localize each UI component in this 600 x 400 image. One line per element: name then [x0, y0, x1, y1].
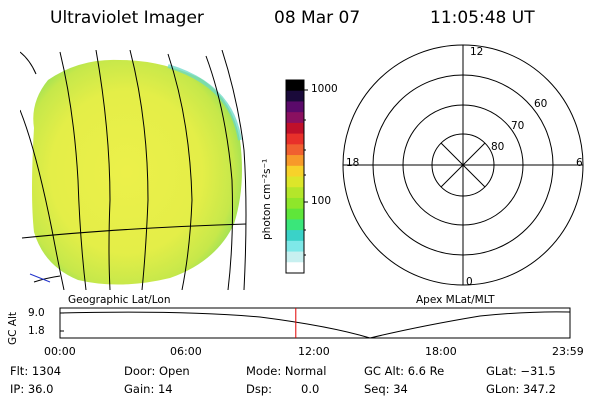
colorbar-unit-label: photon cm⁻²s⁻¹	[261, 158, 273, 240]
color-bar-segment	[286, 262, 304, 274]
color-bar-segment	[286, 208, 304, 220]
colorbar-tick-1000: 1000	[311, 83, 338, 95]
color-bar-segment	[286, 240, 304, 253]
diagonal-2	[440, 142, 486, 188]
lat-label-80: 80	[491, 141, 505, 153]
color-bar-segment	[286, 165, 304, 178]
dsp-label: Dsp:	[246, 382, 273, 396]
longitude-lines	[20, 50, 247, 290]
gain-value: Gain: 14	[124, 382, 173, 396]
timeline-xtick-1200: 12:00	[298, 345, 330, 358]
apex-label: Apex MLat/MLT	[416, 294, 495, 306]
geographic-latitude: GLat: −31.5	[486, 364, 556, 378]
latitude-lines	[20, 51, 247, 283]
instrument-title: Ultraviolet Imager	[50, 8, 204, 28]
color-bar-segment	[286, 176, 304, 188]
earth-disk	[32, 59, 242, 285]
timeline-xtick-0000: 00:00	[44, 345, 76, 358]
timeline-xtick-1800: 18:00	[425, 345, 457, 358]
dsp-value: 0.0	[301, 382, 320, 396]
color-bar-segment	[286, 251, 304, 263]
timeline-ticks	[60, 312, 64, 332]
mlt-label-0: 0	[466, 276, 473, 288]
flight-number: Flt: 1304	[10, 364, 62, 378]
mlt-label-18: 18	[346, 157, 360, 169]
color-bar-segment	[286, 219, 304, 231]
color-bar-segment	[286, 230, 304, 242]
color-bar-segment	[286, 101, 304, 113]
gc-altitude: GC Alt: 6.6 Re	[364, 364, 445, 378]
geographic-image	[20, 50, 247, 290]
timeline-ytick-high: 9.0	[28, 307, 45, 319]
lat-label-60: 60	[534, 98, 548, 110]
color-bar-frame	[285, 79, 305, 274]
color-bar-segment	[286, 80, 304, 92]
color-bar-segment	[286, 187, 304, 199]
mlt-label-12: 12	[470, 46, 484, 58]
coastline	[29, 273, 51, 283]
lat-label-70: 70	[511, 120, 525, 132]
color-bar-segment	[286, 90, 304, 103]
color-bar-segment	[286, 133, 304, 145]
timeline-xtick-0600: 06:00	[170, 345, 202, 358]
timeline-xtick-2359: 23:59	[552, 345, 584, 358]
timeline-ytick-low: 1.8	[28, 325, 45, 337]
mode-value: Mode: Normal	[246, 364, 327, 378]
color-bar-segment	[286, 122, 304, 135]
color-bar-segment	[286, 197, 304, 210]
timeline-frame	[59, 307, 571, 339]
geographic-longitude: GLon: 347.2	[486, 382, 556, 396]
mlt-label-6: 6	[576, 157, 583, 169]
date-label: 08 Mar 07	[274, 8, 361, 28]
altitude-curve	[59, 311, 571, 339]
color-bar-segment	[286, 155, 304, 167]
time-label: 11:05:48 UT	[430, 8, 535, 28]
geographic-label: Geographic Lat/Lon	[68, 294, 171, 306]
color-bar	[286, 80, 304, 274]
polar-plot	[342, 44, 584, 286]
aurora-rim	[167, 64, 242, 141]
color-bar-segment	[286, 112, 304, 124]
sequence-number: Seq: 34	[364, 382, 408, 396]
timeline-ylabel: GC Alt	[7, 311, 19, 345]
colorbar-tick-100: 100	[311, 195, 332, 207]
color-bar-segment	[286, 144, 304, 156]
ip-value: IP: 36.0	[10, 382, 54, 396]
color-bar-ticks	[304, 89, 308, 256]
door-status: Door: Open	[124, 364, 190, 378]
